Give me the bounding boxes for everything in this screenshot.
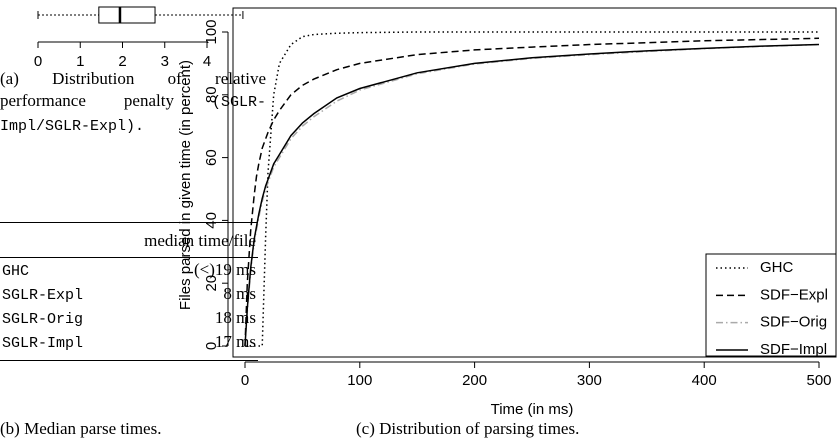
time-cell: (<)19 ms	[194, 260, 256, 279]
x-tick-label: 400	[692, 372, 717, 389]
table-row: SGLR-Orig 18 ms	[0, 306, 258, 330]
y-tick-label: 20	[203, 275, 220, 292]
caption-text: (a) Distribution of relative performance…	[0, 69, 266, 110]
caption-b: (b) Median parse times.	[0, 419, 162, 438]
y-tick-label: 80	[203, 86, 220, 103]
x-tick-label: 200	[462, 372, 487, 389]
caption-a: (a) Distribution of relative performance…	[0, 68, 266, 138]
legend-label: SDF−Impl	[760, 341, 827, 358]
caption-detail: (SGLR-Impl/SGLR-Expl).	[0, 94, 266, 135]
time-cell: 8 ms	[223, 284, 256, 303]
x-tick-label: 0	[34, 53, 42, 70]
header-cell: median time/file	[0, 222, 258, 258]
y-tick-label: 100	[203, 19, 220, 44]
time-cell: 17 ms	[145, 330, 258, 361]
x-tick-label: 100	[347, 372, 372, 389]
table-row: SGLR-Expl 8 ms	[0, 282, 258, 306]
header-row: median time/file	[0, 222, 258, 258]
plot-frame	[232, 7, 837, 358]
time-cell: 18 ms	[214, 308, 256, 327]
series-line	[245, 31, 819, 347]
x-tick-label: 0	[241, 372, 249, 389]
legend-label: GHC	[760, 259, 794, 276]
x-tick-label: 300	[577, 372, 602, 389]
parser-cell: SGLR-Impl	[0, 330, 146, 361]
x-tick-label: 4	[203, 53, 211, 70]
series-line	[244, 37, 820, 347]
y-tick-label: 60	[203, 149, 220, 166]
legend-label: SDF−Orig	[760, 314, 827, 331]
box	[98, 6, 156, 24]
table-body: GHC (<)19 ms SGLR-Expl 8 ms SGLR-Orig 18 ms SG…	[0, 258, 258, 361]
x-tick-label: 1	[76, 53, 84, 70]
table-row: SGLR-Impl 17 ms	[0, 330, 258, 361]
parser-cell: GHC	[2, 263, 30, 280]
x-tick-label: 3	[161, 53, 169, 70]
legend-label: SDF−Expl	[760, 286, 828, 303]
parser-cell: SGLR-Orig	[2, 311, 84, 328]
caption-c: (c) Distribution of parsing times.	[356, 419, 580, 438]
parser-cell: SGLR-Expl	[2, 287, 84, 304]
x-tick-label: 2	[118, 53, 126, 70]
median-table: median time/file GHC (<)19 ms SGLR-Expl 8 m…	[0, 222, 258, 361]
x-tick-label: 500	[806, 372, 831, 389]
x-axis-title: Time (in ms)	[491, 401, 574, 418]
legend-box	[705, 253, 837, 357]
table-row: GHC (<)19 ms	[0, 258, 258, 283]
